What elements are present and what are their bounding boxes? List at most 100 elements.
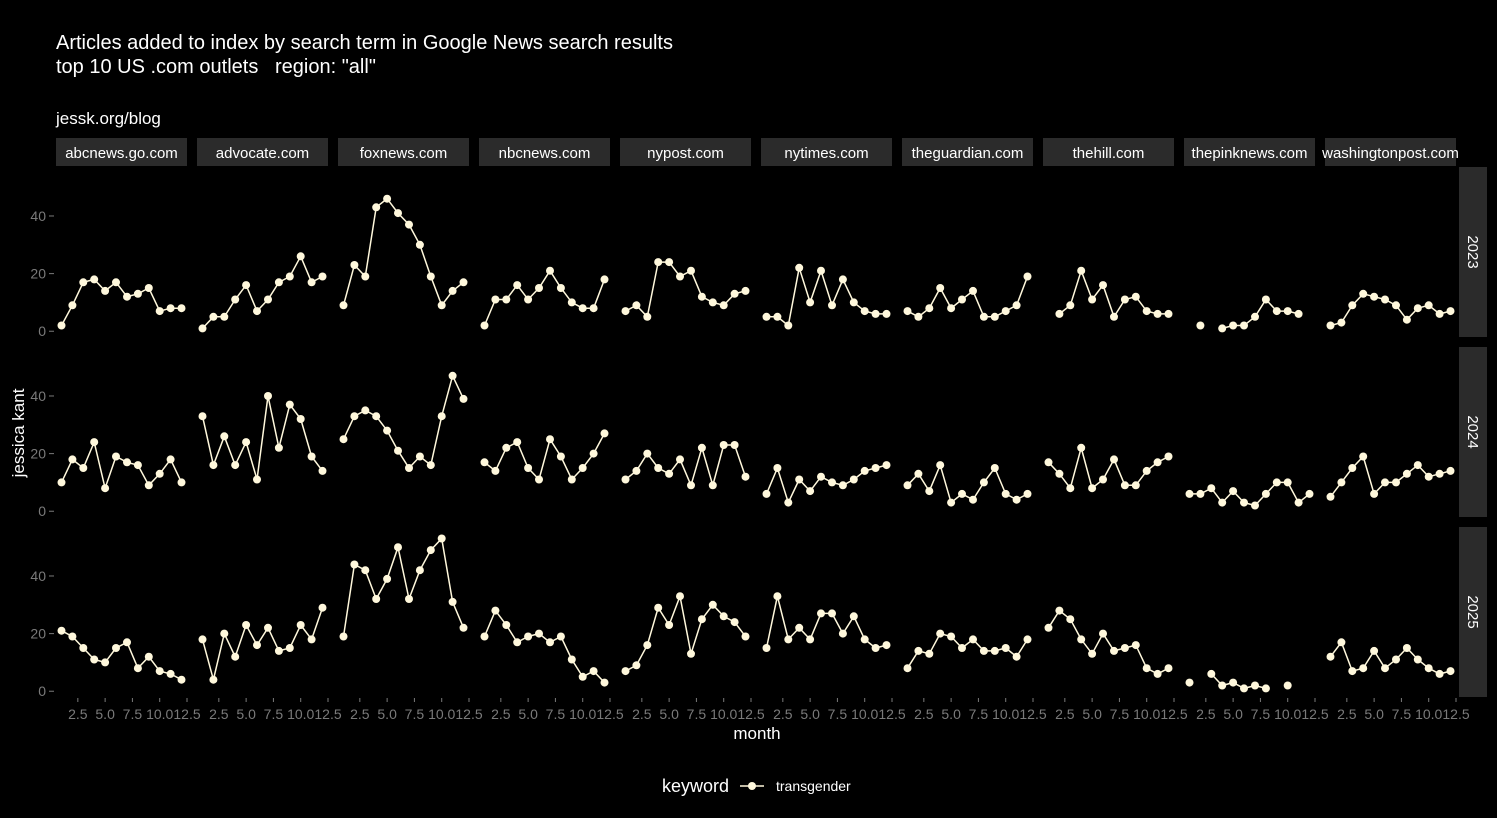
data-point (578, 304, 587, 313)
data-point (426, 272, 435, 281)
data-point (1044, 458, 1053, 467)
data-point (1218, 681, 1227, 690)
legend: keyword transgender (662, 776, 851, 796)
strip-label-theguardian-com: theguardian.com (912, 145, 1024, 162)
data-point (708, 298, 717, 307)
data-point (101, 286, 110, 295)
series-line-transgender (201, 395, 324, 480)
data-point (741, 286, 750, 295)
data-point (253, 475, 261, 484)
data-point (123, 638, 131, 647)
data-point (318, 466, 327, 475)
data-point (502, 621, 511, 629)
panel-2025-advocate-com (198, 603, 327, 684)
y-axis-title: jessica kant (9, 388, 28, 478)
y-tick-label: 20 (30, 266, 46, 282)
data-point (567, 655, 576, 664)
data-point (350, 261, 359, 269)
data-point (567, 475, 576, 484)
data-point (101, 484, 110, 493)
data-point (546, 638, 554, 647)
data-point (1413, 655, 1422, 664)
x-tick-label: 2.5 (1055, 706, 1075, 722)
data-point (144, 481, 153, 490)
data-point (1207, 484, 1216, 493)
data-point (882, 309, 891, 318)
x-tick-label: 5.0 (236, 706, 256, 722)
data-point (882, 461, 891, 470)
data-point (1251, 501, 1259, 510)
x-tick-label: 7.5 (1251, 706, 1271, 722)
strip-bg-nytimes-com (761, 138, 892, 166)
data-point (546, 266, 554, 275)
data-point (307, 278, 316, 287)
strip-label-advocate-com: advocate.com (216, 145, 309, 162)
data-point (773, 464, 782, 472)
data-point (1110, 646, 1118, 655)
x-tick-label: 5.0 (1364, 706, 1384, 722)
x-tick-label: 10.0 (710, 706, 737, 722)
data-point (1055, 309, 1064, 318)
data-point (1164, 452, 1173, 461)
x-tick-label: 5.0 (95, 706, 115, 722)
data-point (1099, 281, 1107, 290)
data-point (524, 632, 533, 641)
data-point (231, 295, 240, 304)
data-point (318, 603, 327, 612)
data-point (795, 623, 804, 632)
data-point (264, 392, 272, 400)
data-point (1435, 669, 1444, 678)
data-point (1131, 641, 1140, 650)
data-point (600, 678, 609, 687)
data-point (1359, 289, 1368, 298)
data-point (741, 472, 750, 481)
data-point (350, 560, 359, 569)
data-point (589, 304, 598, 313)
strip-label-thepinknews-com: thepinknews.com (1192, 145, 1308, 162)
x-tick-label: 10.0 (287, 706, 314, 722)
strip-label-nypost-com: nypost.com (647, 145, 724, 162)
data-point (969, 635, 977, 644)
data-point (68, 301, 77, 310)
data-point (1001, 307, 1010, 316)
data-point (762, 312, 771, 321)
data-point (871, 309, 880, 318)
data-point (1164, 309, 1173, 318)
data-point (1044, 623, 1053, 632)
data-point (79, 644, 88, 652)
data-point (708, 481, 717, 490)
data-point (253, 641, 261, 650)
data-point (990, 646, 999, 655)
data-point (1251, 312, 1259, 321)
data-point (155, 667, 164, 676)
panel-2025-theguardian-com (903, 629, 1032, 673)
x-tick-label: 5.0 (1082, 706, 1102, 722)
panel-2023-washingtonpost-com (1326, 289, 1455, 330)
data-point (1348, 464, 1357, 472)
data-point (1326, 652, 1335, 661)
x-tick-label: 5.0 (518, 706, 538, 722)
data-point (1066, 484, 1075, 493)
data-point (947, 304, 956, 313)
data-point (567, 298, 576, 307)
data-point (1337, 638, 1346, 647)
data-point (285, 272, 294, 281)
data-point (730, 441, 739, 449)
data-point (459, 394, 468, 403)
data-point (1229, 321, 1238, 330)
data-point (621, 307, 630, 316)
data-point (687, 266, 695, 275)
data-point (491, 606, 500, 615)
data-point (339, 435, 348, 444)
panel-2023-nbcnews-com (480, 266, 609, 330)
data-point (969, 286, 977, 295)
data-point (177, 675, 186, 684)
data-point (166, 669, 175, 678)
data-point (383, 194, 392, 203)
y-axis: 0 20 40 0 20 40 0 20 40 (30, 208, 54, 699)
data-point (578, 672, 587, 681)
data-point (1120, 644, 1129, 652)
data-point (676, 592, 684, 601)
data-point (437, 412, 446, 421)
data-point (828, 301, 836, 310)
